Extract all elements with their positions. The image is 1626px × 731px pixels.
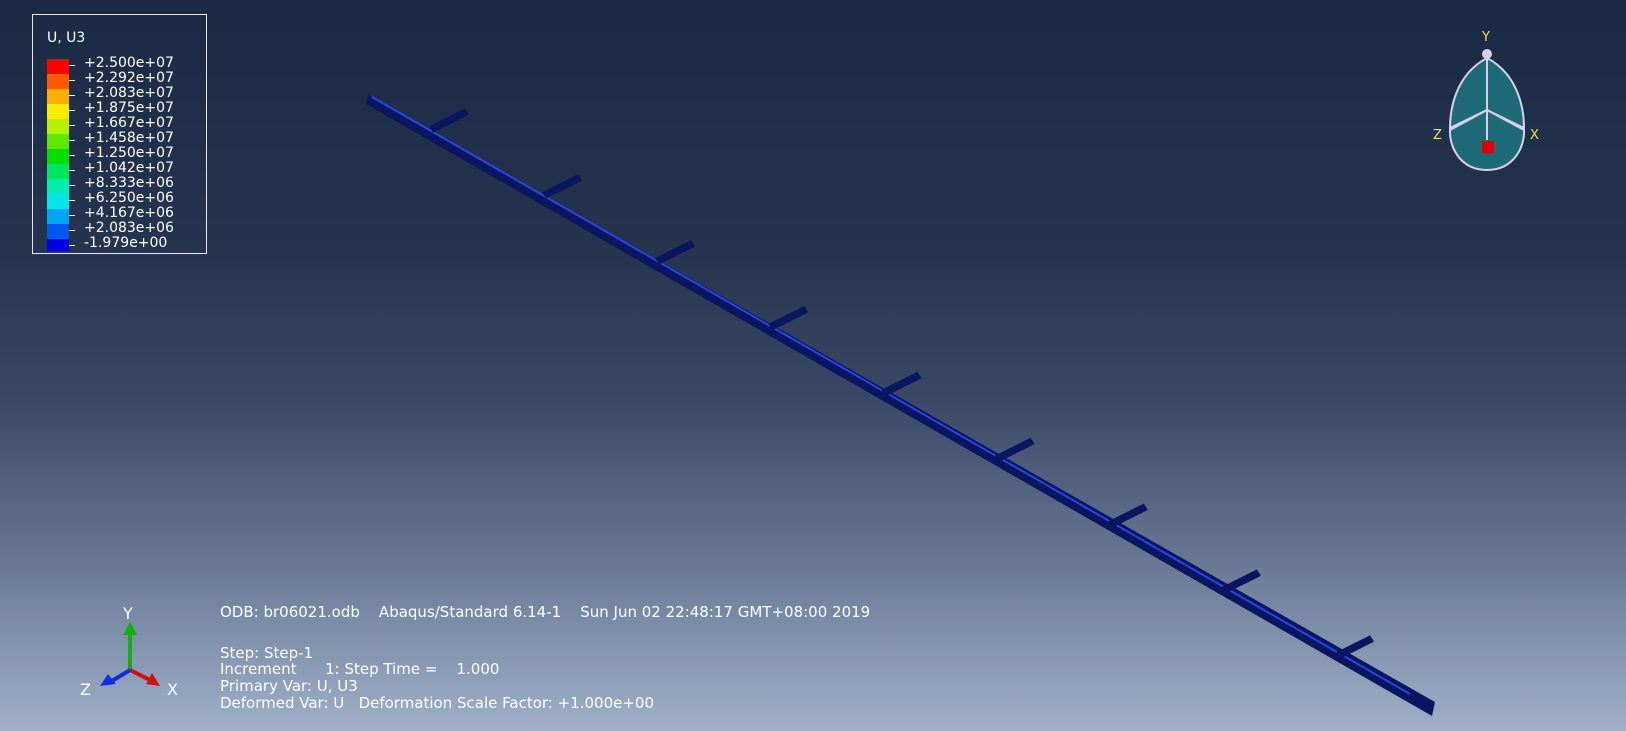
bracket-flange [1222,572,1261,594]
bracket-flange [431,111,469,133]
bracket-flange [544,177,583,199]
legend-swatch [47,194,69,209]
legend-swatch [47,119,69,134]
legend-swatch [47,209,69,224]
legend-label: +2.500e+07 [84,55,174,71]
legend-title: U, U3 [47,30,86,46]
triad-z-label: Z [80,680,91,699]
deformed-var-info: Deformed Var: U Deformation Scale Factor… [220,694,655,712]
increment-info: Increment 1: Step Time = 1.000 [220,660,500,678]
triad-z-arrowhead [100,674,116,686]
legend-swatch [47,59,69,74]
triad-y-arrowhead [123,622,137,635]
legend-label: +1.042e+07 [84,160,174,176]
view-cube[interactable] [1425,30,1555,180]
bracket-flange [1107,503,1146,526]
legend-label: +4.167e+06 [84,205,174,221]
coordinate-triad [100,622,160,686]
bracket-flange [1109,506,1148,529]
legend-swatch [47,164,69,179]
legend-tick [69,200,75,201]
legend-swatch [47,239,69,251]
legend-swatch [47,134,69,149]
legend-swatch [47,89,69,104]
legend-swatch [47,149,69,164]
bracket-flange [770,308,809,331]
view-cube-x-label: X [1530,128,1539,143]
triad-z-axis [110,668,132,683]
bracket-flange [994,437,1033,460]
legend-label: -1.979e+00 [84,235,168,251]
legend-label: +6.250e+06 [84,190,174,206]
legend-label: +2.292e+07 [84,70,174,86]
legend-label: +8.333e+06 [84,175,174,191]
view-cube-y-label: Y [1482,30,1490,45]
legend-tick [69,95,75,96]
legend-tick [69,215,75,216]
triad-x-arrowhead [146,673,160,686]
legend-tick [69,170,75,171]
bracket-flange [881,371,920,394]
legend-swatch [47,224,69,239]
bracket-flange [883,374,922,397]
legend-tick [69,140,75,141]
bracket-flange [996,440,1035,463]
bracket-flange [542,174,581,196]
legend-tick [69,110,75,111]
legend-swatch [47,74,69,89]
triad-x-label: X [167,680,178,699]
bracket-flange [1220,569,1259,591]
bracket-flange [768,305,807,328]
legend-label: +1.250e+07 [84,145,174,161]
primary-var-info: Primary Var: U, U3 [220,677,358,695]
step-info: Step: Step-1 [220,644,314,662]
legend-tick [69,65,75,66]
legend-tick [69,230,75,231]
bracket-flange [1334,635,1372,657]
view-cube-y-dot [1482,49,1492,59]
legend-swatch [47,179,69,194]
triad-x-axis [129,668,151,682]
bracket-flange [1336,638,1374,660]
contour-legend: U, U3 +2.500e+07 +2.292e+07 +2.083e+07 +1.8… [32,14,207,254]
legend-tick [69,185,75,186]
legend-tick [69,80,75,81]
brackets [429,108,1374,660]
triad-y-label: Y [123,604,133,623]
beam-body [366,95,1435,716]
legend-label: +1.875e+07 [84,100,174,116]
legend-label: +2.083e+07 [84,85,174,101]
legend-tick [69,155,75,156]
legend-tick [69,125,75,126]
legend-tick [69,245,75,246]
odb-info: ODB: br06021.odb Abaqus/Standard 6.14-1 … [220,603,871,621]
bracket-flange [655,239,694,262]
legend-label: +1.458e+07 [84,130,174,146]
view-cube-center [1482,141,1494,153]
bracket-flange [429,108,467,130]
legend-label: +2.083e+06 [84,220,174,236]
legend-swatch [47,104,69,119]
bracket-flange [657,242,696,265]
legend-label: +1.667e+07 [84,115,174,131]
view-cube-z-label: Z [1433,128,1442,143]
